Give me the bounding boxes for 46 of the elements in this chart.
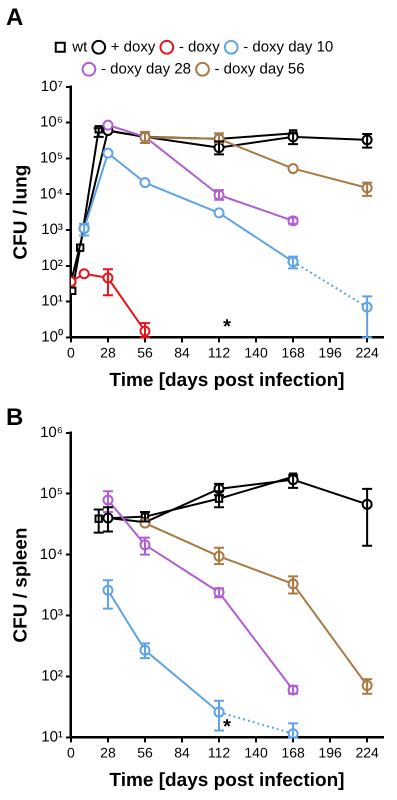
- x-tick-label: 84: [174, 344, 190, 361]
- x-axis-title: Time [days post infection]: [109, 770, 345, 791]
- y-tick-label: 10⁰: [41, 328, 63, 346]
- x-tick-label: 112: [208, 344, 230, 361]
- y-tick-label: 10¹: [41, 728, 63, 746]
- x-tick-label: 140: [244, 744, 268, 761]
- y-tick-label: 10⁶: [40, 114, 63, 131]
- x-tick-label: 28: [100, 344, 116, 361]
- y-tick-label: 10³: [41, 606, 63, 624]
- x-tick-label: 168: [281, 344, 305, 361]
- legend-label: + doxy: [110, 38, 156, 56]
- x-tick-label: 112: [208, 744, 230, 761]
- y-tick-label: 10⁴: [40, 546, 63, 563]
- legend-label: - doxy day 10: [243, 38, 334, 56]
- y-tick-label: 10²: [41, 668, 63, 685]
- x-tick-label: 0: [67, 344, 76, 361]
- y-axis-title: CFU / spleen: [10, 528, 32, 643]
- y-tick-label: 10²: [41, 256, 63, 274]
- x-tick-label: 196: [318, 744, 342, 761]
- annotation: *: [223, 716, 232, 738]
- x-tick-label: 224: [355, 744, 380, 761]
- x-tick-label: 168: [281, 744, 305, 761]
- x-tick-label: 140: [244, 344, 268, 361]
- legend-label: - doxy day 56: [214, 60, 305, 78]
- x-tick-label: 84: [174, 744, 190, 761]
- legend-label: - doxy day 28: [100, 60, 192, 78]
- annotation: *: [223, 316, 232, 338]
- x-axis-title: Time [days post infection]: [109, 370, 345, 391]
- x-tick-label: 28: [100, 744, 116, 761]
- chart-title: B: [6, 404, 24, 432]
- x-tick-label: 56: [137, 344, 153, 361]
- y-tick-label: 10⁷: [40, 78, 63, 95]
- legend-label: wt: [71, 38, 88, 56]
- y-axis-title: CFU / lung: [10, 164, 32, 260]
- y-tick-label: 10⁵: [40, 484, 63, 502]
- x-tick-label: 56: [137, 744, 153, 761]
- y-tick-label: 10⁴: [40, 185, 63, 202]
- y-tick-label: 10¹: [41, 292, 63, 310]
- y-tick-label: 10⁶: [40, 424, 63, 441]
- x-tick-label: 196: [318, 344, 342, 361]
- y-tick-label: 10³: [41, 221, 63, 238]
- chart-title: A: [6, 4, 24, 32]
- y-tick-label: 10⁵: [40, 150, 63, 167]
- x-tick-label: 224: [355, 344, 380, 361]
- legend-label: - doxy: [178, 38, 220, 56]
- x-tick-label: 0: [67, 744, 76, 761]
